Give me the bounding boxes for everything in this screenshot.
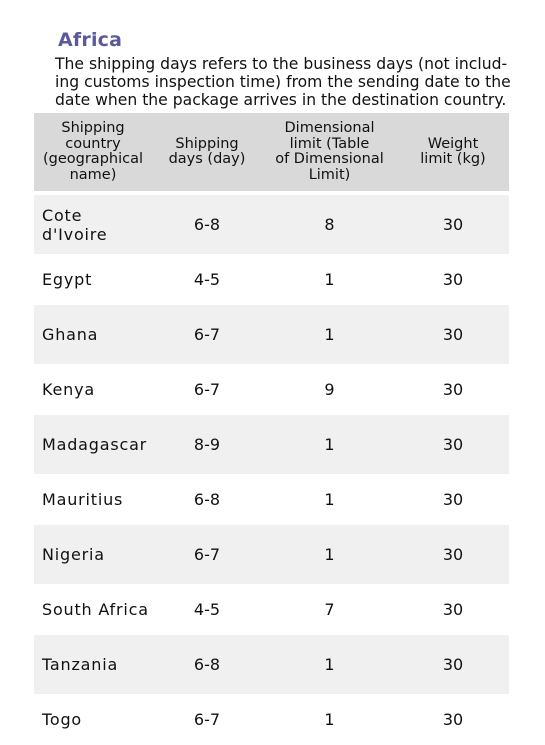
days-cell: 6-8 xyxy=(193,490,221,509)
country-cell: Nigeria xyxy=(42,545,105,564)
shipping-table: Shipping country (geographical name) Shi… xyxy=(34,113,509,745)
weight-cell: 30 xyxy=(442,380,464,399)
days-cell: 6-8 xyxy=(193,655,221,674)
country-cell: Ghana xyxy=(42,325,99,344)
table-row: Egypt 4-5 1 30 xyxy=(34,254,509,305)
table-row: Tanzania 6-8 1 30 xyxy=(34,635,509,694)
weight-cell: 30 xyxy=(442,270,464,289)
header-weight-limit: Weight limit (kg) xyxy=(420,135,486,167)
country-cell: South Africa xyxy=(42,600,149,619)
days-cell: 4-5 xyxy=(193,600,221,619)
weight-cell: 30 xyxy=(442,710,464,729)
description: The shipping days refers to the business… xyxy=(55,55,511,109)
weight-cell: 30 xyxy=(442,490,464,509)
days-cell: 8-9 xyxy=(193,435,221,454)
days-cell: 6-8 xyxy=(193,215,221,234)
days-cell: 6-7 xyxy=(193,545,221,564)
section-title: Africa xyxy=(58,29,123,51)
table-row: Mauritius 6-8 1 30 xyxy=(34,474,509,525)
country-cell: Mauritius xyxy=(42,490,124,509)
table-row: Madagascar 8-9 1 30 xyxy=(34,415,509,474)
table-row: Nigeria 6-7 1 30 xyxy=(34,525,509,584)
shipping-info-page: Africa The shipping days refers to the b… xyxy=(34,29,511,729)
table-row: Togo 6-7 1 30 xyxy=(34,694,509,745)
country-cell: Egypt xyxy=(42,270,93,289)
dimensional-cell: 1 xyxy=(324,710,335,729)
weight-cell: 30 xyxy=(442,655,464,674)
dimensional-cell: 1 xyxy=(324,655,335,674)
weight-cell: 30 xyxy=(442,325,464,344)
header-shipping-days: Shipping days (day) xyxy=(168,135,246,167)
table-body: Cote d'Ivoire 6-8 8 30 Egypt 4-5 1 30 Gh… xyxy=(34,195,509,745)
weight-cell: 30 xyxy=(442,215,464,234)
dimensional-cell: 1 xyxy=(324,490,335,509)
description-line: date when the package arrives in the des… xyxy=(55,91,507,109)
days-cell: 6-7 xyxy=(193,325,221,344)
days-cell: 6-7 xyxy=(193,380,221,399)
country-cell: Cote d'Ivoire xyxy=(42,205,108,244)
table-row: Kenya 6-7 9 30 xyxy=(34,364,509,415)
country-cell: Tanzania xyxy=(42,655,119,674)
weight-cell: 30 xyxy=(442,435,464,454)
table-row: Ghana 6-7 1 30 xyxy=(34,305,509,364)
weight-cell: 30 xyxy=(442,545,464,564)
country-cell: Madagascar xyxy=(42,435,148,454)
dimensional-cell: 1 xyxy=(324,545,335,564)
dimensional-cell: 7 xyxy=(324,600,335,619)
dimensional-cell: 1 xyxy=(324,325,335,344)
table-row: Cote d'Ivoire 6-8 8 30 xyxy=(34,195,509,254)
country-cell: Kenya xyxy=(42,380,95,399)
header-shipping-country: Shipping country (geographical name) xyxy=(42,120,143,183)
dimensional-cell: 9 xyxy=(324,380,335,399)
table-row: South Africa 4-5 7 30 xyxy=(34,584,509,635)
country-cell: Togo xyxy=(42,710,82,729)
dimensional-cell: 8 xyxy=(324,215,335,234)
description-line: ing customs inspection time) from the se… xyxy=(55,73,511,91)
weight-cell: 30 xyxy=(442,600,464,619)
days-cell: 4-5 xyxy=(193,270,221,289)
header-dimensional-limit: Dimensional limit (Table of Dimensional … xyxy=(275,120,384,183)
dimensional-cell: 1 xyxy=(324,435,335,454)
days-cell: 6-7 xyxy=(193,710,221,729)
table-header: Shipping country (geographical name) Shi… xyxy=(34,113,509,191)
dimensional-cell: 1 xyxy=(324,270,335,289)
description-line: The shipping days refers to the business… xyxy=(55,55,508,73)
